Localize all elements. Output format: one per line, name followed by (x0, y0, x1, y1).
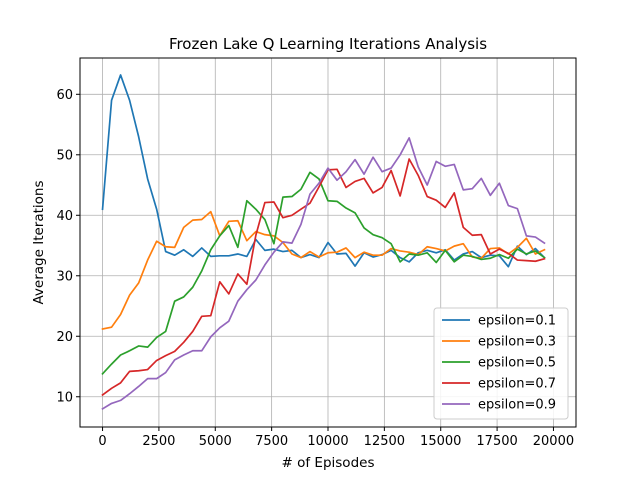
x-tick-label: 2500 (142, 434, 175, 449)
legend-box (433, 307, 569, 420)
series-line-epsilon-0-5 (101, 171, 546, 375)
y-tick-label: 20 (56, 330, 73, 345)
x-tick-label: 7500 (255, 434, 288, 449)
x-tick-label: 12500 (364, 434, 405, 449)
series-line-epsilon-0-3 (101, 210, 546, 331)
chart-title: Frozen Lake Q Learning Iterations Analys… (169, 35, 487, 53)
series-line-epsilon-0-1 (101, 74, 546, 268)
legend: epsilon=0.1 epsilon=0.3 epsilon=0.5 epsilon… (433, 307, 569, 420)
x-tick-label: 17500 (476, 434, 517, 449)
y-tick-label: 40 (56, 209, 73, 224)
series-line-epsilon-0-7 (101, 158, 546, 397)
series-line-epsilon-0-9 (101, 137, 546, 411)
y-tick-label: 50 (56, 148, 73, 163)
x-tick-label: 0 (98, 434, 106, 449)
legend-entry: epsilon=0.5 (478, 356, 556, 371)
y-tick-label: 30 (56, 269, 73, 284)
x-axis-label: # of Episodes (282, 455, 375, 471)
legend-entry: epsilon=0.9 (478, 398, 556, 413)
y-tick-label: 60 (56, 88, 73, 103)
y-tick-label: 10 (56, 390, 73, 405)
x-axis-ticks: 0 2500 5000 7500 10000 12500 15000 17500 20000 (98, 427, 574, 449)
x-tick-label: 20000 (533, 434, 574, 449)
x-tick-label: 10000 (307, 434, 348, 449)
y-axis-ticks: 10 20 30 40 50 60 (56, 88, 80, 405)
legend-entry: epsilon=0.1 (478, 314, 556, 329)
y-axis-label: Average Iterations (31, 180, 47, 304)
x-tick-label: 5000 (199, 434, 232, 449)
legend-entry: epsilon=0.3 (478, 335, 556, 350)
x-tick-label: 15000 (420, 434, 461, 449)
legend-entry: epsilon=0.7 (478, 377, 556, 392)
series-lines (101, 74, 546, 411)
